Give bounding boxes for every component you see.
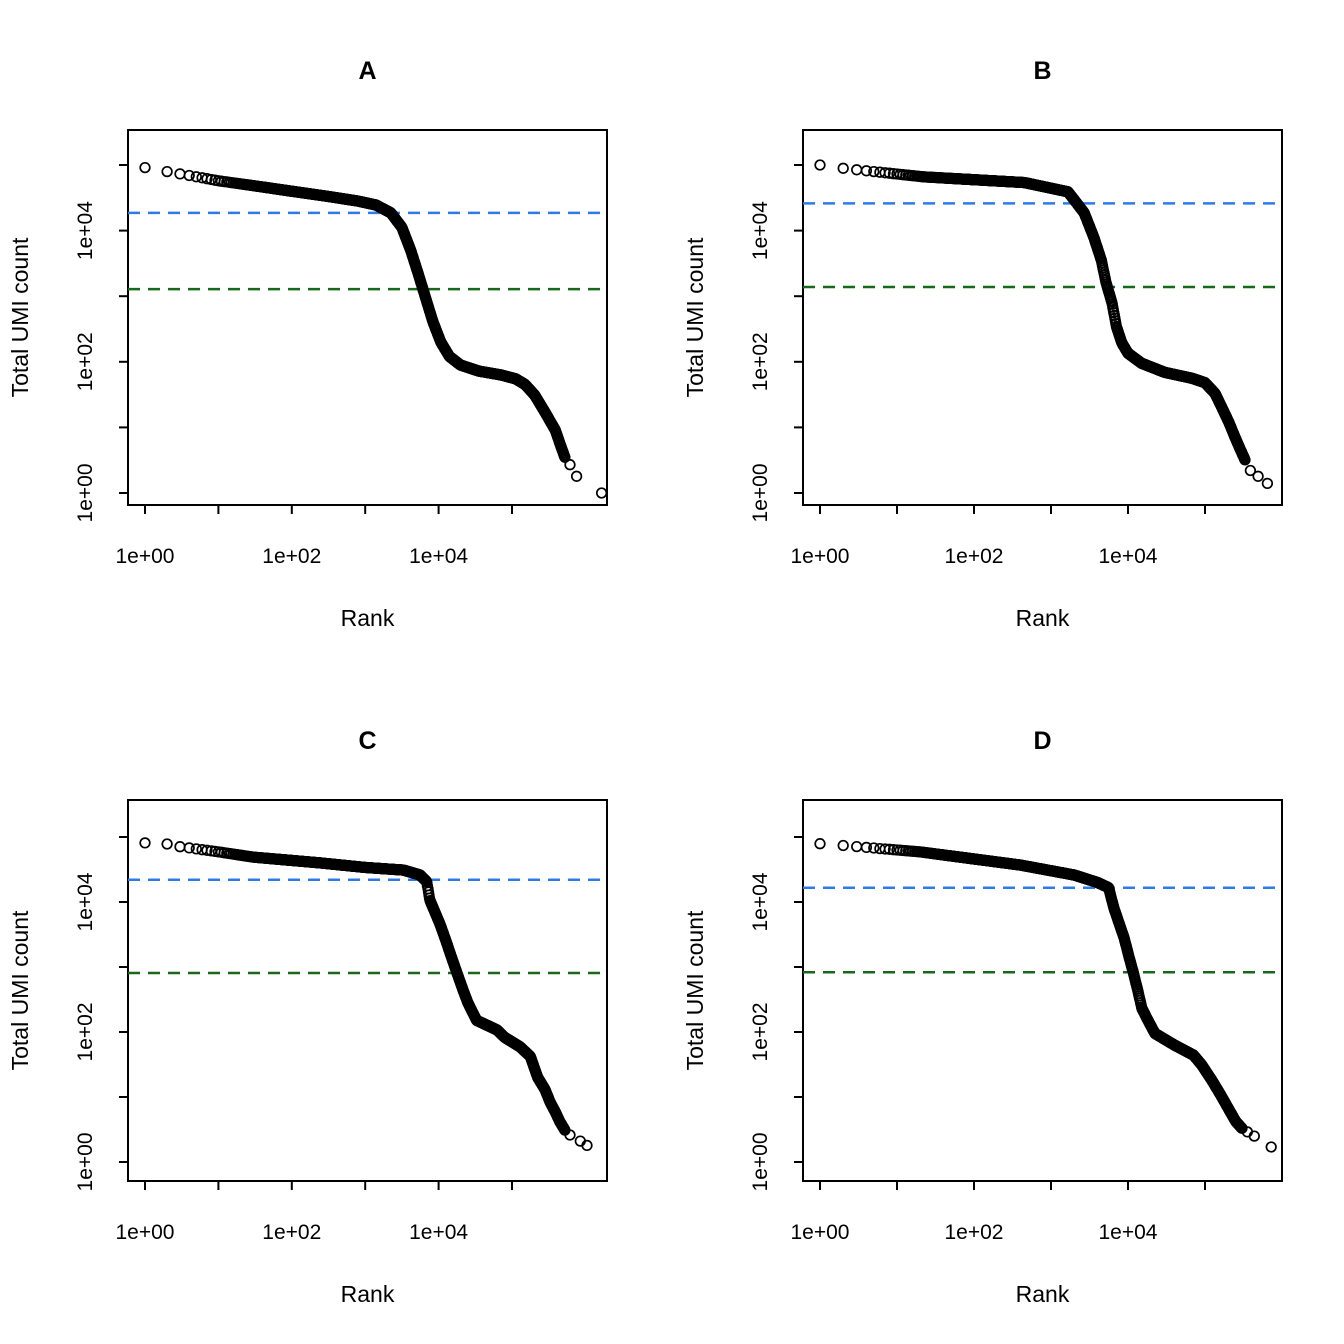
data-point — [1244, 464, 1257, 477]
data-point — [201, 844, 213, 856]
plot-border — [802, 799, 1283, 1182]
panel-C: C 1e+00 1e+02 1e+04 Rank 1e+00 1e+02 1e+04 Total… — [7, 727, 608, 1307]
y-axis-label: Total UMI count — [682, 237, 708, 397]
x-tick-label: 1e+00 — [791, 1221, 850, 1244]
data-point — [564, 1129, 576, 1141]
data-point — [879, 167, 891, 179]
data-point — [183, 169, 195, 182]
x-tick-label: 1e+00 — [116, 1221, 175, 1244]
x-tick-label: 1e+00 — [791, 545, 850, 568]
data-point — [139, 161, 151, 174]
y-tick-label: 1e+04 — [74, 201, 97, 260]
data-point — [1252, 470, 1264, 482]
data-point — [190, 843, 202, 855]
panel-A: A 1e+00 1e+02 1e+04 Rank 1e+00 1e+02 1e+04 Total… — [7, 57, 608, 631]
data-point — [837, 162, 849, 174]
data-point — [174, 168, 186, 180]
scatter-series — [814, 159, 1274, 490]
y-tick-label: 1e+00 — [74, 1133, 97, 1192]
y-tick-label: 1e+00 — [749, 1133, 772, 1192]
data-point — [161, 165, 173, 178]
x-axis-label: Rank — [341, 1281, 395, 1307]
data-point — [814, 838, 826, 850]
panel-B: B 1e+00 1e+02 1e+04 Rank 1e+00 1e+02 1e+04 Total… — [682, 57, 1283, 631]
x-tick-label: 1e+04 — [409, 1221, 468, 1244]
y-tick-label: 1e+04 — [749, 201, 772, 260]
data-point — [190, 171, 202, 183]
data-point — [1239, 454, 1251, 466]
y-tick-label: 1e+02 — [749, 1003, 772, 1062]
scatter-series — [139, 837, 593, 1152]
y-tick-label: 1e+02 — [74, 332, 97, 391]
data-point — [595, 487, 607, 499]
x-axis-label: Rank — [341, 605, 395, 631]
x-tick-label: 1e+02 — [945, 1221, 1004, 1244]
plot-border — [127, 129, 608, 506]
panel-title: B — [1033, 57, 1051, 85]
data-point — [161, 838, 173, 850]
panel-title: C — [358, 727, 376, 755]
data-point — [570, 470, 583, 482]
data-point — [1261, 477, 1274, 490]
x-tick-label: 1e+02 — [262, 1221, 321, 1244]
data-point — [837, 839, 849, 852]
panel-D: D 1e+00 1e+02 1e+04 Rank 1e+00 1e+02 1e+04 Total… — [682, 727, 1283, 1307]
data-point — [851, 164, 863, 176]
data-point — [883, 167, 896, 179]
y-tick-label: 1e+02 — [749, 332, 772, 391]
y-tick-label: 1e+00 — [749, 464, 772, 523]
x-tick-label: 1e+04 — [409, 545, 468, 568]
y-axis-label: Total UMI count — [7, 910, 33, 1070]
data-point — [581, 1139, 593, 1152]
y-tick-label: 1e+04 — [74, 872, 97, 931]
plot-border — [802, 129, 1283, 506]
scatter-series — [814, 838, 1277, 1153]
panel-title: A — [358, 57, 376, 85]
y-tick-label: 1e+02 — [74, 1003, 97, 1062]
data-point — [879, 843, 891, 855]
data-point — [814, 159, 826, 171]
data-point — [201, 173, 213, 185]
plot-border — [127, 799, 608, 1182]
x-tick-label: 1e+04 — [1099, 1221, 1158, 1244]
data-point — [559, 451, 571, 463]
data-point — [174, 841, 186, 853]
y-axis-label: Total UMI count — [7, 237, 33, 397]
data-point — [868, 842, 880, 854]
data-point — [1265, 1141, 1277, 1153]
x-axis-label: Rank — [1016, 1281, 1070, 1307]
data-point — [883, 843, 896, 855]
x-tick-label: 1e+04 — [1099, 545, 1158, 568]
y-axis-label: Total UMI count — [682, 910, 708, 1070]
x-tick-label: 1e+02 — [945, 545, 1004, 568]
data-point — [860, 165, 873, 177]
data-point — [851, 840, 863, 853]
y-tick-label: 1e+00 — [74, 464, 97, 523]
data-point — [139, 837, 151, 849]
data-point — [860, 841, 873, 854]
x-tick-label: 1e+00 — [116, 545, 175, 568]
data-point — [564, 459, 576, 471]
data-point — [1248, 1130, 1260, 1142]
scatter-series — [139, 161, 607, 499]
data-point — [868, 165, 880, 178]
x-axis-label: Rank — [1016, 605, 1070, 631]
y-tick-label: 1e+04 — [749, 872, 772, 931]
data-point — [183, 842, 195, 854]
x-tick-label: 1e+02 — [262, 545, 321, 568]
panel-title: D — [1033, 727, 1051, 755]
